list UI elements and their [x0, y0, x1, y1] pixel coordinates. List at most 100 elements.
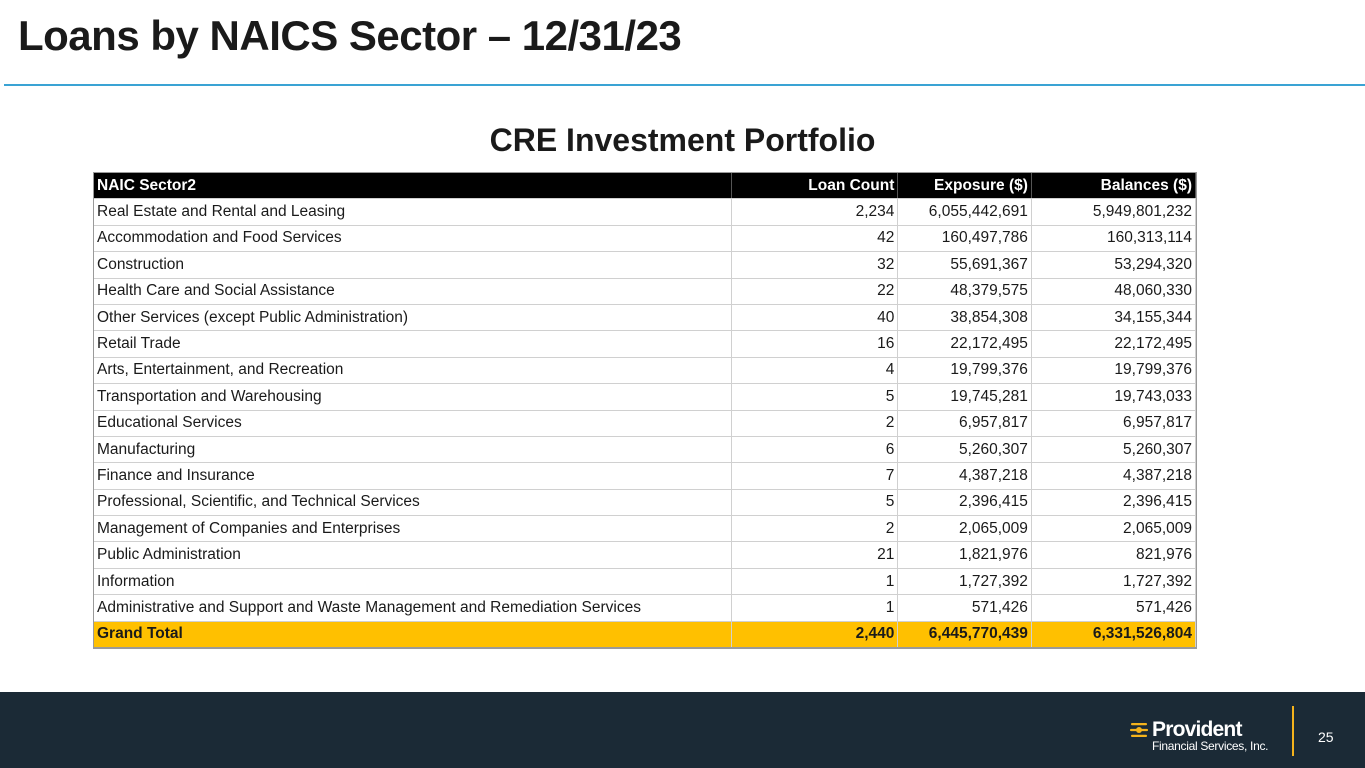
table-row: Real Estate and Rental and Leasing 2,234 6… [94, 198, 1197, 226]
row-loan-count: 22 [731, 278, 899, 305]
row-balances: 5,949,801,232 [1031, 198, 1197, 226]
row-sector: Professional, Scientific, and Technical … [94, 489, 732, 517]
row-sector: Real Estate and Rental and Leasing [94, 198, 732, 226]
row-balances: 160,313,114 [1031, 225, 1197, 253]
row-balances: 1,727,392 [1031, 568, 1197, 596]
row-sector: Arts, Entertainment, and Recreation [94, 357, 732, 385]
total-exposure: 6,445,770,439 [897, 621, 1032, 649]
header-balances: Balances ($) [1031, 173, 1197, 200]
total-label: Grand Total [94, 621, 732, 649]
header-loan-count: Loan Count [731, 173, 899, 200]
page-number: 25 [1318, 729, 1334, 745]
row-exposure: 160,497,786 [897, 225, 1032, 253]
table-row: Other Services (except Public Administra… [94, 304, 1197, 332]
table-row: Health Care and Social Assistance 22 48,37… [94, 278, 1197, 305]
row-loan-count: 7 [731, 462, 899, 490]
row-sector: Other Services (except Public Administra… [94, 304, 732, 332]
row-loan-count: 5 [731, 383, 899, 411]
table-row: Information 1 1,727,392 1,727,392 [94, 568, 1197, 596]
row-loan-count: 32 [731, 251, 899, 279]
table-row: Transportation and Warehousing 5 19,745,28… [94, 383, 1197, 411]
row-balances: 22,172,495 [1031, 330, 1197, 358]
row-loan-count: 5 [731, 489, 899, 517]
row-exposure: 19,745,281 [897, 383, 1032, 411]
row-sector: Transportation and Warehousing [94, 383, 732, 411]
table-body: Real Estate and Rental and Leasing 2,234 6… [94, 198, 1197, 622]
row-sector: Information [94, 568, 732, 596]
row-sector: Educational Services [94, 410, 732, 437]
footer-divider [1292, 706, 1294, 756]
row-exposure: 1,727,392 [897, 568, 1032, 596]
header-exposure: Exposure ($) [897, 173, 1032, 200]
row-exposure: 1,821,976 [897, 541, 1032, 569]
row-balances: 34,155,344 [1031, 304, 1197, 332]
row-loan-count: 6 [731, 436, 899, 464]
row-exposure: 4,387,218 [897, 462, 1032, 490]
row-sector: Administrative and Support and Waste Man… [94, 594, 732, 622]
row-sector: Finance and Insurance [94, 462, 732, 490]
total-balances: 6,331,526,804 [1031, 621, 1197, 649]
table-header-row: NAIC Sector2 Loan Count Exposure ($) Bal… [94, 173, 1197, 200]
row-balances: 4,387,218 [1031, 462, 1197, 490]
slide-title: Loans by NAICS Sector – 12/31/23 [18, 12, 682, 59]
row-sector: Retail Trade [94, 330, 732, 358]
table-row: Educational Services 2 6,957,817 6,957,817 [94, 410, 1197, 437]
row-exposure: 55,691,367 [897, 251, 1032, 279]
row-exposure: 6,055,442,691 [897, 198, 1032, 226]
table-row: Finance and Insurance 7 4,387,218 4,387,218 [94, 462, 1197, 490]
logo-name: Provident [1152, 718, 1242, 741]
row-balances: 53,294,320 [1031, 251, 1197, 279]
row-loan-count: 1 [731, 594, 899, 622]
row-exposure: 5,260,307 [897, 436, 1032, 464]
table-row: Administrative and Support and Waste Man… [94, 594, 1197, 622]
table-row: Accommodation and Food Services 42 160,497… [94, 225, 1197, 253]
table-row: Construction 32 55,691,367 53,294,320 [94, 251, 1197, 279]
total-loan-count: 2,440 [731, 621, 899, 649]
row-loan-count: 4 [731, 357, 899, 385]
provident-logo-icon [1130, 723, 1148, 737]
row-exposure: 22,172,495 [897, 330, 1032, 358]
row-balances: 2,396,415 [1031, 489, 1197, 517]
row-exposure: 2,065,009 [897, 515, 1032, 543]
naics-sector-table: NAIC Sector2 Loan Count Exposure ($) Bal… [93, 171, 1197, 650]
table-row: Arts, Entertainment, and Recreation 4 19,7… [94, 357, 1197, 385]
logo-subtitle: Financial Services, Inc. [1152, 739, 1269, 753]
row-balances: 571,426 [1031, 594, 1197, 622]
row-sector: Construction [94, 251, 732, 279]
row-loan-count: 1 [731, 568, 899, 596]
row-balances: 19,799,376 [1031, 357, 1197, 385]
row-balances: 19,743,033 [1031, 383, 1197, 411]
table-row: Retail Trade 16 22,172,495 22,172,495 [94, 330, 1197, 358]
row-balances: 821,976 [1031, 541, 1197, 569]
row-balances: 48,060,330 [1031, 278, 1197, 305]
row-exposure: 571,426 [897, 594, 1032, 622]
grand-total-row: Grand Total 2,440 6,445,770,439 6,331,52… [94, 621, 1197, 649]
row-exposure: 48,379,575 [897, 278, 1032, 305]
section-title: CRE Investment Portfolio [489, 122, 876, 158]
row-exposure: 2,396,415 [897, 489, 1032, 517]
row-exposure: 38,854,308 [897, 304, 1032, 332]
row-sector: Public Administration [94, 541, 732, 569]
table-row: Professional, Scientific, and Technical … [94, 489, 1197, 517]
table-row: Public Administration 21 1,821,976 821,976 [94, 541, 1197, 569]
row-sector: Management of Companies and Enterprises [94, 515, 732, 543]
row-loan-count: 16 [731, 330, 899, 358]
table-row: Management of Companies and Enterprises 2… [94, 515, 1197, 543]
row-sector: Manufacturing [94, 436, 732, 464]
row-exposure: 19,799,376 [897, 357, 1032, 385]
table-row: Manufacturing 6 5,260,307 5,260,307 [94, 436, 1197, 464]
row-exposure: 6,957,817 [897, 410, 1032, 437]
header-sector: NAIC Sector2 [94, 173, 732, 200]
row-loan-count: 40 [731, 304, 899, 332]
row-balances: 2,065,009 [1031, 515, 1197, 543]
row-sector: Accommodation and Food Services [94, 225, 732, 253]
row-balances: 5,260,307 [1031, 436, 1197, 464]
row-sector: Health Care and Social Assistance [94, 278, 732, 305]
row-loan-count: 2,234 [731, 198, 899, 226]
row-loan-count: 42 [731, 225, 899, 253]
row-loan-count: 2 [731, 515, 899, 543]
row-balances: 6,957,817 [1031, 410, 1197, 437]
row-loan-count: 21 [731, 541, 899, 569]
row-loan-count: 2 [731, 410, 899, 437]
title-divider [4, 84, 1365, 86]
